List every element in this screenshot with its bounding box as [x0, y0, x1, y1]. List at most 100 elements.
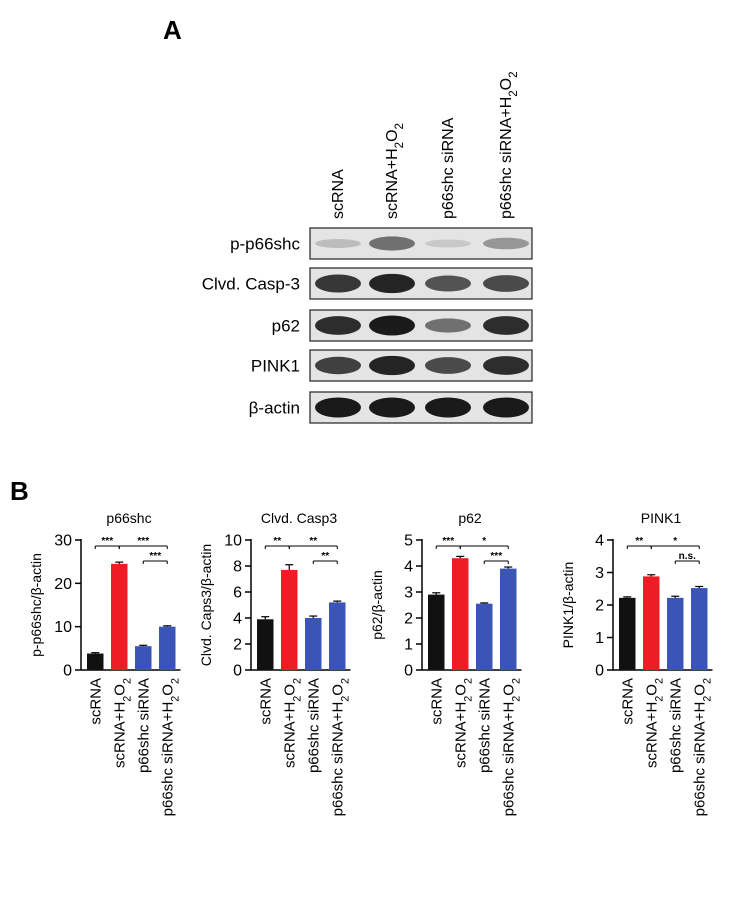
blot-band: [369, 315, 415, 336]
x-tick-label: p66shc siRNA: [476, 678, 493, 773]
blot-band: [315, 316, 361, 335]
chart-title: Clvd. Casp3: [261, 510, 337, 526]
blot-band: [425, 318, 471, 333]
blot-band: [369, 236, 415, 251]
blot-band: [483, 397, 529, 418]
y-tick-label: 20: [54, 576, 72, 593]
bar-charts: p66shc0102030p-p66shc/β-actinscRNAscRNA+…: [28, 510, 713, 816]
significance-label: **: [635, 536, 643, 547]
y-axis-label: p62/β-actin: [369, 570, 385, 640]
blot-lane-label: scRNA+H2O2: [384, 123, 406, 219]
y-tick-label: 3: [595, 565, 604, 582]
significance-label: ***: [149, 551, 161, 562]
y-tick-label: 3: [404, 585, 413, 602]
bar: [329, 602, 346, 670]
x-tick-label: p66shc siRNA+H2O2: [159, 678, 181, 816]
panel-label-a: A: [163, 15, 182, 45]
blot-band: [425, 357, 471, 374]
y-tick-label: 5: [404, 533, 413, 550]
y-tick-label: 30: [54, 533, 72, 550]
bar: [111, 563, 128, 670]
y-tick-label: 1: [404, 637, 413, 654]
y-tick-label: 2: [404, 611, 413, 628]
significance-label: **: [273, 536, 281, 547]
bar-chart-1: Clvd. Casp3 0 2 4 6 8 10 Clvd. Caps3/β-actin scR…: [198, 510, 351, 816]
blot-band: [315, 274, 361, 293]
y-tick-label: 6: [233, 585, 242, 602]
chart-title: p66shc: [106, 510, 151, 526]
significance-label: *: [673, 536, 677, 547]
bar-chart-0: p66shc 0 10 20 30 p-p66shc/β-actin scRNA scRNA+…: [28, 510, 181, 816]
bar: [281, 569, 298, 670]
bar: [619, 597, 636, 670]
panel-label-b: B: [10, 476, 29, 506]
blot-lane-label: scRNA: [330, 169, 347, 219]
y-tick-label: 10: [54, 619, 72, 636]
y-tick-label: 0: [404, 663, 413, 680]
blot-row-label: p62: [272, 317, 300, 336]
blot-band: [483, 316, 529, 335]
y-tick-label: 4: [595, 533, 604, 550]
blot-band: [315, 397, 361, 418]
bar: [428, 594, 445, 670]
x-tick-label: scRNA+H2O2: [643, 678, 665, 768]
blot-band: [315, 239, 361, 248]
x-tick-label: p66shc siRNA+H2O2: [691, 678, 713, 816]
bar: [305, 618, 322, 670]
bar: [87, 653, 104, 670]
blot-lane-label: p66shc siRNA: [440, 117, 457, 219]
x-tick-label: scRNA+H2O2: [111, 678, 133, 768]
y-axis-label: Clvd. Caps3/β-actin: [198, 544, 214, 666]
blot-row-label: β-actin: [249, 399, 300, 418]
y-tick-label: 0: [595, 663, 604, 680]
western-blot: scRNA scRNA+H2O2 p66shc siRNA p66shc siRNA+…: [202, 71, 533, 424]
significance-label: ***: [101, 536, 113, 547]
blot-band: [425, 397, 471, 418]
bar: [643, 576, 660, 670]
bar: [159, 626, 176, 670]
y-tick-label: 0: [233, 663, 242, 680]
y-axis-label: PINK1/β-actin: [560, 562, 576, 649]
bar: [691, 588, 708, 670]
significance-label: ***: [490, 551, 502, 562]
y-tick-label: 8: [233, 559, 242, 576]
significance-label: **: [321, 551, 329, 562]
bar: [257, 619, 274, 670]
x-tick-label: p66shc siRNA: [667, 678, 684, 773]
bar: [452, 558, 469, 670]
y-tick-label: 10: [224, 533, 242, 550]
blot-band: [369, 355, 415, 376]
blot-band: [483, 237, 529, 250]
x-tick-label: p66shc siRNA: [135, 678, 152, 773]
bar: [135, 646, 152, 670]
significance-label: n.s.: [679, 551, 696, 562]
y-tick-label: 1: [595, 630, 604, 647]
blot-lane-label: p66shc siRNA+H2O2: [498, 71, 520, 219]
y-tick-label: 4: [233, 611, 242, 628]
blot-band: [483, 356, 529, 375]
x-tick-label: scRNA: [257, 678, 274, 725]
y-tick-label: 0: [63, 663, 72, 680]
blot-band: [369, 397, 415, 418]
significance-label: **: [309, 536, 317, 547]
bar: [667, 597, 684, 670]
bar: [476, 603, 493, 670]
y-axis-label: p-p66shc/β-actin: [28, 553, 44, 657]
blot-row-label: Clvd. Casp-3: [202, 275, 300, 294]
x-tick-label: p66shc siRNA+H2O2: [329, 678, 351, 816]
significance-label: ***: [442, 536, 454, 547]
significance-label: *: [482, 536, 486, 547]
blot-band: [369, 273, 415, 294]
blot-row-label: p-p66shc: [230, 235, 300, 254]
significance-label: ***: [137, 536, 149, 547]
x-tick-label: scRNA: [428, 678, 445, 725]
blot-band: [483, 275, 529, 292]
blot-band: [425, 239, 471, 248]
y-tick-label: 2: [595, 598, 604, 615]
blot-band: [315, 356, 361, 375]
x-tick-label: scRNA+H2O2: [281, 678, 303, 768]
x-tick-label: p66shc siRNA+H2O2: [500, 678, 522, 816]
